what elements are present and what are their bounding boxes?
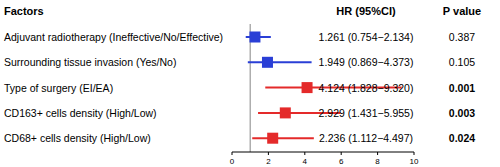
- hr-square: [262, 57, 273, 68]
- ci-line: [252, 137, 314, 139]
- hr-square: [267, 133, 278, 144]
- x-tick: [377, 152, 378, 155]
- p-value: 0.024: [449, 132, 475, 144]
- x-tick: [304, 152, 305, 155]
- hr-square: [280, 107, 291, 118]
- p-value: 0.001: [449, 82, 475, 94]
- x-tick-label: 10: [410, 157, 419, 166]
- factor-label: CD163+ cells density (High/Low): [4, 107, 157, 119]
- factor-label: Surrounding tissue invasion (Yes/No): [4, 56, 176, 68]
- ci-line: [248, 61, 312, 63]
- factor-label: Type of surgery (EI/EA): [4, 82, 113, 94]
- header-hr: HR (95%CI): [336, 5, 396, 17]
- header-p: P value: [443, 5, 481, 17]
- hr-label: 2.929 (1.431−5.955): [319, 107, 414, 119]
- x-tick-label: 8: [375, 157, 380, 166]
- factor-label: CD68+ cells density (High/Low): [4, 132, 151, 144]
- header-factors: Factors: [4, 5, 44, 17]
- x-tick: [232, 152, 233, 155]
- chart-root: Factors HR (95%CI) P value Adjuvant radioth…: [0, 0, 500, 167]
- x-tick: [414, 152, 415, 155]
- p-value: 0.105: [449, 56, 475, 68]
- x-axis: [232, 152, 414, 153]
- factor-label: Adjuvant radiotherapy (Ineffective/No/Ef…: [4, 31, 223, 43]
- x-tick-label: 2: [266, 157, 271, 166]
- x-tick: [268, 152, 269, 155]
- hr-square: [249, 32, 260, 43]
- forest-plot: Factors HR (95%CI) P value Adjuvant radioth…: [0, 0, 500, 167]
- x-tick-label: 0: [230, 157, 235, 166]
- x-tick: [341, 152, 342, 155]
- x-tick-label: 6: [339, 157, 344, 166]
- hr-label: 1.261 (0.754−2.134): [319, 31, 414, 43]
- reference-line: [250, 24, 251, 152]
- p-value: 0.387: [449, 31, 475, 43]
- p-value: 0.003: [449, 107, 475, 119]
- x-tick-label: 4: [303, 157, 308, 166]
- hr-label: 1.949 (0.869−4.373): [319, 56, 414, 68]
- hr-label: 2.236 (1.112−4.497): [319, 132, 413, 144]
- hr-square: [302, 82, 313, 93]
- hr-label: 4.124 (1.828−9.320): [319, 82, 414, 94]
